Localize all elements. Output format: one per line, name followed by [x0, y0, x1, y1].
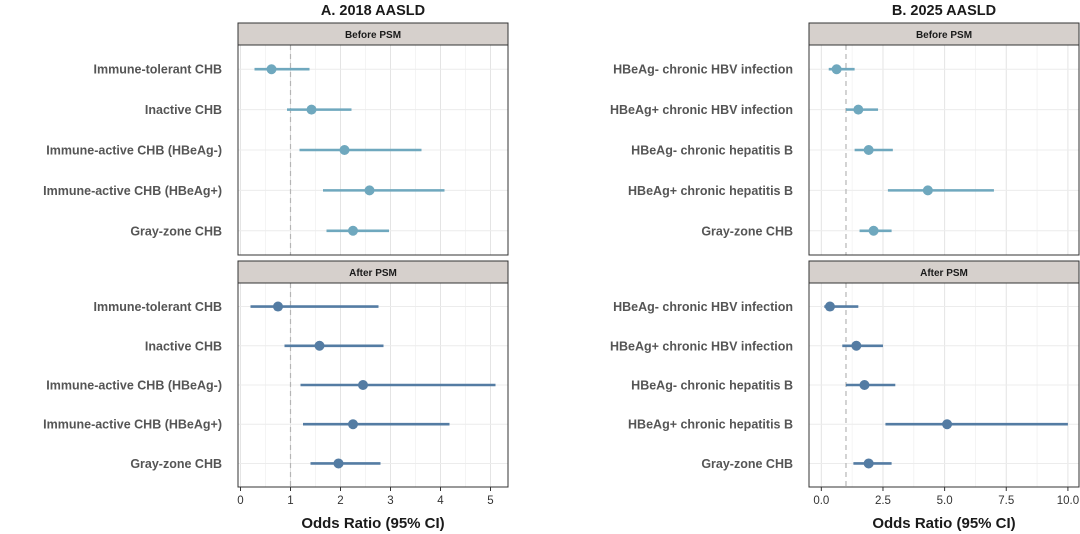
- point-estimate: [266, 64, 277, 75]
- point-estimate: [851, 340, 862, 351]
- category-label: Inactive CHB: [145, 339, 222, 353]
- category-label: Immune-tolerant CHB: [94, 300, 222, 314]
- category-label: HBeAg- chronic hepatitis B: [631, 379, 793, 393]
- panel-strip-label: After PSM: [920, 268, 968, 279]
- category-label: Immune-active CHB (HBeAg-): [46, 144, 222, 158]
- x-tick-label: 0.0: [813, 495, 829, 507]
- category-label: HBeAg+ chronic HBV infection: [610, 339, 793, 353]
- x-tick-label: 0: [237, 495, 243, 507]
- category-label: Immune-active CHB (HBeAg+): [43, 184, 222, 198]
- category-label: HBeAg- chronic HBV infection: [613, 300, 793, 314]
- point-estimate: [358, 380, 368, 390]
- point-estimate: [853, 104, 864, 115]
- point-estimate: [348, 419, 358, 430]
- point-estimate: [314, 340, 325, 351]
- panel-strip-label: Before PSM: [345, 30, 401, 41]
- x-tick-label: 4: [437, 495, 444, 507]
- category-label: HBeAg- chronic HBV infection: [613, 63, 793, 77]
- point-estimate: [942, 419, 953, 430]
- panel-border: [808, 44, 1080, 256]
- category-label: HBeAg+ chronic hepatitis B: [628, 418, 793, 432]
- panel-border: [808, 282, 1080, 488]
- category-label: HBeAg+ chronic hepatitis B: [628, 184, 793, 198]
- point-estimate: [824, 301, 835, 312]
- point-estimate: [273, 301, 283, 312]
- category-label: Gray-zone CHB: [130, 224, 222, 238]
- category-label: Gray-zone CHB: [701, 224, 793, 238]
- point-estimate: [339, 145, 350, 155]
- x-tick-label: 10.0: [1057, 495, 1079, 507]
- x-axis-title: Odds Ratio (95% CI): [872, 515, 1015, 532]
- point-estimate: [364, 185, 375, 196]
- point-estimate: [333, 458, 344, 469]
- point-estimate: [348, 225, 358, 236]
- panel-border: [237, 282, 509, 488]
- point-estimate: [306, 104, 317, 115]
- category-label: Inactive CHB: [145, 103, 222, 117]
- point-estimate: [922, 185, 933, 196]
- category-label: Immune-active CHB (HBeAg-): [46, 379, 222, 393]
- category-label: Gray-zone CHB: [701, 457, 793, 471]
- x-tick-label: 2: [337, 495, 343, 507]
- point-estimate: [868, 225, 879, 236]
- x-tick-label: 5.0: [937, 495, 953, 507]
- panel-strip-label: After PSM: [349, 268, 397, 279]
- category-label: HBeAg+ chronic HBV infection: [610, 103, 793, 117]
- x-axis-title: Odds Ratio (95% CI): [301, 515, 444, 532]
- point-estimate: [859, 380, 870, 390]
- x-tick-label: 1: [287, 495, 293, 507]
- chart-title: B. 2025 AASLD: [892, 3, 996, 19]
- panel-strip-label: Before PSM: [916, 30, 972, 41]
- point-estimate: [863, 458, 874, 469]
- x-tick-label: 2.5: [875, 495, 891, 507]
- chart-title: A. 2018 AASLD: [321, 3, 425, 19]
- panel-border: [237, 44, 509, 256]
- point-estimate: [831, 64, 842, 75]
- x-tick-label: 3: [387, 495, 393, 507]
- category-label: Gray-zone CHB: [130, 457, 222, 471]
- category-label: Immune-active CHB (HBeAg+): [43, 418, 222, 432]
- category-label: Immune-tolerant CHB: [94, 63, 222, 77]
- x-tick-label: 7.5: [998, 495, 1014, 507]
- category-label: HBeAg- chronic hepatitis B: [631, 144, 793, 158]
- x-tick-label: 5: [487, 495, 493, 507]
- point-estimate: [863, 145, 874, 155]
